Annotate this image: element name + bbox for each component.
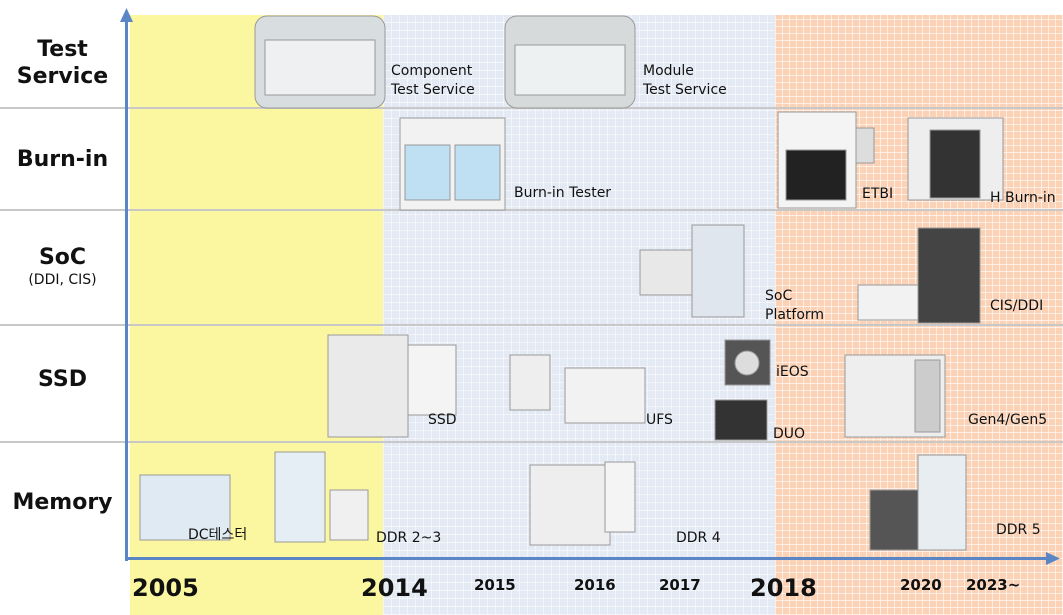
product-label: DUO: [773, 425, 805, 444]
product-label-line: Module: [643, 63, 694, 79]
product-label-line: Test Service: [391, 82, 475, 98]
product-label-line: Component: [391, 63, 473, 79]
year-label: 2016: [574, 576, 616, 594]
product-label-line: UFS: [646, 412, 673, 428]
product-label-line: H Burn-in: [990, 190, 1056, 206]
product-label-line: Gen4/Gen5: [968, 412, 1048, 428]
year-label: 2017: [659, 576, 701, 594]
product-label-line: Platform: [765, 307, 825, 323]
row-label-line: SoC: [38, 245, 87, 270]
row-sublabel: (DDI, CIS): [28, 272, 97, 288]
product-label: DDR 2~3: [376, 529, 441, 548]
product-label: DDR 4: [676, 529, 721, 548]
product-label: SSD: [428, 411, 457, 430]
product-label-line: DDR 4: [676, 530, 721, 546]
product-label: DC테스터: [188, 526, 247, 545]
product-label-line: DUO: [773, 426, 806, 442]
year-label: 2005: [132, 574, 199, 602]
product-label: Component Test Service: [391, 62, 475, 100]
product-label-line: ETBI: [862, 186, 894, 202]
product-label-line: DDR 5: [996, 522, 1041, 538]
axes: [120, 8, 1060, 565]
product-label-line: DDR 2~3: [376, 530, 442, 546]
row-label: SSD: [0, 366, 125, 393]
year-label: 2023~: [966, 576, 1021, 594]
row-label-line: Test: [37, 37, 88, 62]
row-label-line: Service: [16, 64, 109, 89]
product-label: UFS: [646, 411, 673, 430]
product-label: H Burn-in: [990, 189, 1056, 208]
row-label-line: Memory: [12, 490, 113, 515]
product-label: DDR 5: [996, 521, 1041, 540]
product-label: Burn-in Tester: [514, 184, 611, 203]
product-label: iEOS: [776, 363, 809, 382]
year-label: 2020: [900, 576, 942, 594]
year-label: 2018: [750, 574, 817, 602]
year-label: 2015: [474, 576, 516, 594]
row-label-line: Burn-in: [16, 147, 109, 172]
product-label: Module Test Service: [643, 62, 727, 100]
product-label: Gen4/Gen5: [968, 411, 1047, 430]
product-label-line: CIS/DDI: [990, 298, 1044, 314]
row-label: Burn-in: [0, 146, 125, 173]
product-label-line: DC테스터: [188, 527, 248, 543]
row-label: Memory: [0, 489, 125, 516]
row-label: Test Service: [0, 36, 125, 90]
row-label: SoC (DDI, CIS): [0, 244, 125, 289]
product-label: ETBI: [862, 185, 893, 204]
year-label: 2014: [361, 574, 428, 602]
product-label-line: Test Service: [643, 82, 727, 98]
product-label: SoC Platform: [765, 287, 824, 325]
product-label-line: SSD: [428, 412, 457, 428]
equipment-images: [139, 15, 1004, 551]
product-label-line: SoC: [765, 288, 793, 304]
row-label-line: SSD: [38, 367, 87, 392]
product-label-line: iEOS: [776, 364, 809, 380]
product-label: CIS/DDI: [990, 297, 1043, 316]
product-label-line: Burn-in Tester: [514, 185, 612, 201]
